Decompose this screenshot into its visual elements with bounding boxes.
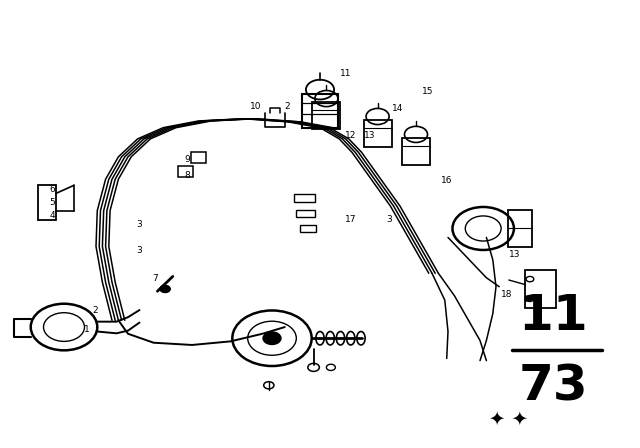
- Bar: [38, 185, 56, 220]
- Text: ✦ ✦: ✦ ✦: [490, 409, 528, 428]
- Bar: [178, 166, 193, 177]
- Text: 18: 18: [501, 290, 513, 299]
- Text: 3: 3: [387, 215, 392, 224]
- Text: 12: 12: [345, 131, 356, 140]
- Text: 1: 1: [84, 325, 89, 334]
- Text: 3: 3: [137, 220, 142, 228]
- Circle shape: [160, 285, 170, 293]
- Text: 11: 11: [340, 69, 351, 78]
- Text: 2: 2: [284, 102, 289, 111]
- Text: 15: 15: [422, 87, 433, 96]
- Circle shape: [263, 332, 281, 345]
- Text: 73: 73: [519, 362, 588, 410]
- Bar: [302, 94, 338, 128]
- Text: 7: 7: [152, 274, 157, 283]
- Text: 9: 9: [184, 155, 189, 164]
- Bar: [296, 210, 315, 217]
- Text: 13: 13: [509, 250, 521, 259]
- Text: 3: 3: [137, 246, 142, 255]
- Bar: [191, 152, 206, 163]
- Text: 16: 16: [441, 176, 452, 185]
- Bar: [312, 102, 340, 129]
- Text: 2: 2: [92, 306, 97, 314]
- Text: 8: 8: [184, 171, 189, 180]
- Text: 14: 14: [392, 104, 404, 113]
- Text: 17: 17: [345, 215, 356, 224]
- Bar: [364, 120, 392, 147]
- Bar: [402, 138, 430, 165]
- Text: 13: 13: [364, 131, 376, 140]
- Text: 11: 11: [519, 292, 588, 340]
- Bar: [300, 225, 316, 232]
- Bar: [525, 270, 556, 308]
- Bar: [508, 210, 532, 247]
- Bar: [294, 194, 315, 202]
- Text: 4: 4: [50, 211, 55, 220]
- Text: 10: 10: [250, 102, 262, 111]
- Text: 5: 5: [50, 198, 55, 207]
- Text: 6: 6: [50, 185, 55, 194]
